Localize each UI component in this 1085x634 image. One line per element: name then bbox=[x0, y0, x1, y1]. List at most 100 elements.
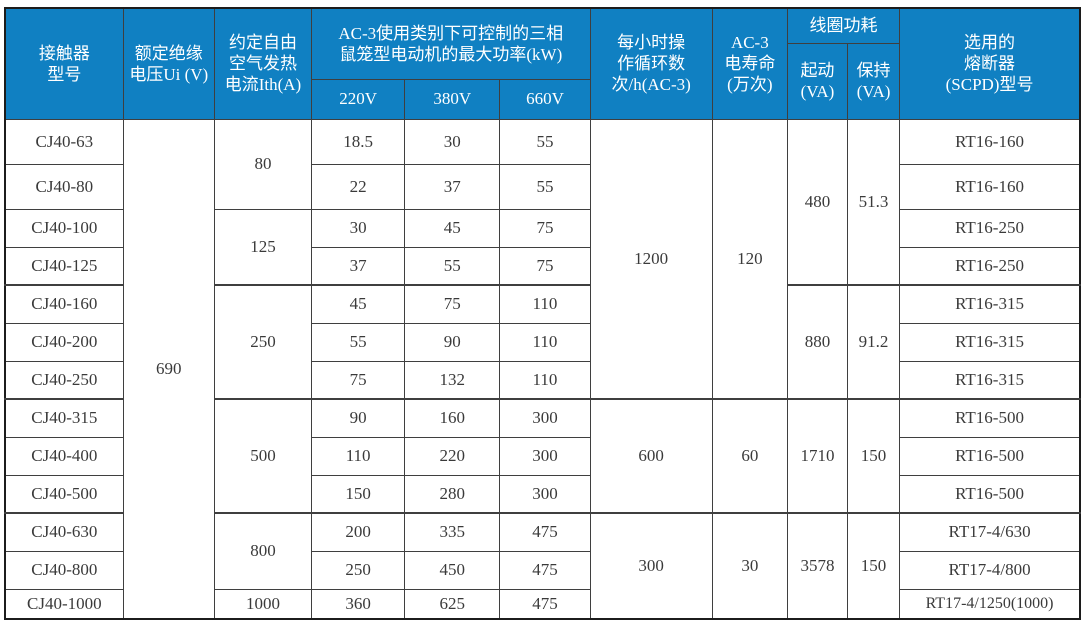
cell-model: CJ40-63 bbox=[4, 118, 124, 165]
col-header-660v: 660V bbox=[499, 78, 591, 120]
col-header-conventional-thermal-current: 约定自由 空气发热 电流Ith(A) bbox=[213, 7, 313, 120]
cell-model: CJ40-630 bbox=[4, 512, 124, 552]
cell-cycles: 300 bbox=[589, 512, 713, 620]
cell-cycles: 1200 bbox=[589, 118, 713, 400]
contactor-spec-table: 接触器 型号 额定绝缘 电压Ui (V) 约定自由 空气发热 电流Ith(A) … bbox=[4, 7, 1081, 620]
col-header-contactor-model: 接触器 型号 bbox=[4, 7, 124, 120]
table-row: CJ40-630 800 200 335 475 300 30 3578 150… bbox=[4, 512, 1081, 620]
cell-kw-660: 110 bbox=[499, 322, 591, 362]
table-row: CJ40-63 690 80 18.5 30 55 1200 120 480 5… bbox=[4, 118, 1081, 620]
cell-fuse: RT16-500 bbox=[899, 436, 1081, 476]
table-row: CJ40-500 150 280 300 RT16-500 bbox=[4, 474, 1081, 514]
cell-kw-220: 250 bbox=[311, 550, 406, 590]
cell-kw-380: 75 bbox=[404, 284, 501, 324]
cell-coil-hold: 150 bbox=[846, 398, 901, 514]
cell-kw-380: 280 bbox=[404, 474, 501, 514]
cell-life: 30 bbox=[711, 512, 788, 620]
table-row: CJ40-80 22 37 55 RT16-160 bbox=[4, 163, 1081, 210]
cell-kw-660: 55 bbox=[499, 163, 591, 210]
cell-ith: 500 bbox=[213, 398, 313, 514]
cell-kw-660: 55 bbox=[499, 118, 591, 165]
cell-kw-220: 200 bbox=[311, 512, 406, 552]
cell-kw-660: 475 bbox=[499, 550, 591, 590]
cell-fuse: RT16-315 bbox=[899, 322, 1081, 362]
col-header-380v: 380V bbox=[404, 78, 501, 120]
cell-ith: 125 bbox=[213, 208, 313, 286]
cell-ith: 250 bbox=[213, 284, 313, 400]
cell-fuse: RT16-500 bbox=[899, 474, 1081, 514]
col-header-fuse-type: 选用的 熔断器 (SCPD)型号 bbox=[899, 7, 1081, 120]
cell-kw-380: 220 bbox=[404, 436, 501, 476]
cell-kw-380: 55 bbox=[404, 246, 501, 286]
cell-kw-380: 335 bbox=[404, 512, 501, 552]
cell-kw-660: 300 bbox=[499, 398, 591, 438]
table-row: CJ40-200 55 90 110 RT16-315 bbox=[4, 322, 1081, 362]
cell-kw-380: 450 bbox=[404, 550, 501, 590]
cell-kw-660: 110 bbox=[499, 360, 591, 400]
cell-kw-220: 30 bbox=[311, 208, 406, 248]
table-row: CJ40-250 75 132 110 RT16-315 bbox=[4, 360, 1081, 400]
col-header-ac3-max-power-group: AC-3使用类别下可控制的三相 鼠笼型电动机的最大功率(kW) bbox=[311, 7, 591, 80]
col-header-coil-pickup: 起动 (VA) bbox=[786, 42, 849, 120]
col-header-coil-power-group: 线圈功耗 bbox=[786, 7, 901, 44]
cell-kw-380: 160 bbox=[404, 398, 501, 438]
cell-fuse: RT16-160 bbox=[899, 163, 1081, 210]
cell-kw-220: 18.5 bbox=[311, 118, 406, 165]
col-header-ac3-electrical-life: AC-3 电寿命 (万次) bbox=[711, 7, 788, 120]
cell-kw-220: 360 bbox=[311, 588, 406, 620]
cell-kw-220: 90 bbox=[311, 398, 406, 438]
cell-model: CJ40-125 bbox=[4, 246, 124, 286]
cell-fuse: RT16-500 bbox=[899, 398, 1081, 438]
cell-model: CJ40-500 bbox=[4, 474, 124, 514]
cell-kw-220: 150 bbox=[311, 474, 406, 514]
table-row: CJ40-800 250 450 475 RT17-4/800 bbox=[4, 550, 1081, 590]
table-body: CJ40-63 690 80 18.5 30 55 1200 120 480 5… bbox=[4, 118, 1081, 620]
cell-kw-220: 55 bbox=[311, 322, 406, 362]
cell-coil-pickup: 880 bbox=[786, 284, 849, 400]
cell-model: CJ40-400 bbox=[4, 436, 124, 476]
cell-kw-380: 625 bbox=[404, 588, 501, 620]
cell-model: CJ40-250 bbox=[4, 360, 124, 400]
cell-model: CJ40-100 bbox=[4, 208, 124, 248]
table-row: CJ40-125 37 55 75 RT16-250 bbox=[4, 246, 1081, 286]
cell-kw-660: 75 bbox=[499, 208, 591, 248]
cell-life: 120 bbox=[711, 118, 788, 400]
cell-kw-220: 45 bbox=[311, 284, 406, 324]
cell-fuse: RT17-4/1250(1000) bbox=[899, 588, 1081, 620]
cell-coil-hold: 150 bbox=[846, 512, 901, 620]
cell-kw-380: 132 bbox=[404, 360, 501, 400]
cell-kw-220: 22 bbox=[311, 163, 406, 210]
cell-kw-380: 90 bbox=[404, 322, 501, 362]
cell-kw-380: 30 bbox=[404, 118, 501, 165]
cell-fuse: RT16-250 bbox=[899, 246, 1081, 286]
cell-coil-pickup: 3578 bbox=[786, 512, 849, 620]
table-row: CJ40-400 110 220 300 RT16-500 bbox=[4, 436, 1081, 476]
cell-ith: 80 bbox=[213, 118, 313, 210]
cell-fuse: RT16-250 bbox=[899, 208, 1081, 248]
cell-fuse: RT17-4/630 bbox=[899, 512, 1081, 552]
cell-kw-220: 75 bbox=[311, 360, 406, 400]
cell-model: CJ40-80 bbox=[4, 163, 124, 210]
cell-ui-voltage: 690 bbox=[122, 118, 215, 620]
col-header-rated-insulation-voltage: 额定绝缘 电压Ui (V) bbox=[122, 7, 215, 120]
table-header: 接触器 型号 额定绝缘 电压Ui (V) 约定自由 空气发热 电流Ith(A) … bbox=[4, 7, 1081, 120]
cell-coil-pickup: 480 bbox=[786, 118, 849, 286]
cell-cycles: 600 bbox=[589, 398, 713, 514]
cell-fuse: RT16-160 bbox=[899, 118, 1081, 165]
cell-life: 60 bbox=[711, 398, 788, 514]
cell-model: CJ40-1000 bbox=[4, 588, 124, 620]
cell-kw-220: 110 bbox=[311, 436, 406, 476]
cell-kw-220: 37 bbox=[311, 246, 406, 286]
cell-fuse: RT17-4/800 bbox=[899, 550, 1081, 590]
cell-kw-380: 45 bbox=[404, 208, 501, 248]
cell-model: CJ40-200 bbox=[4, 322, 124, 362]
cell-coil-hold: 91.2 bbox=[846, 284, 901, 400]
col-header-220v: 220V bbox=[311, 78, 406, 120]
cell-kw-660: 110 bbox=[499, 284, 591, 324]
table-row: CJ40-315 500 90 160 300 600 60 1710 150 … bbox=[4, 398, 1081, 514]
cell-kw-660: 475 bbox=[499, 588, 591, 620]
cell-kw-660: 75 bbox=[499, 246, 591, 286]
table-row: CJ40-1000 1000 360 625 475 RT17-4/1250(1… bbox=[4, 588, 1081, 620]
cell-kw-660: 300 bbox=[499, 474, 591, 514]
cell-model: CJ40-315 bbox=[4, 398, 124, 438]
